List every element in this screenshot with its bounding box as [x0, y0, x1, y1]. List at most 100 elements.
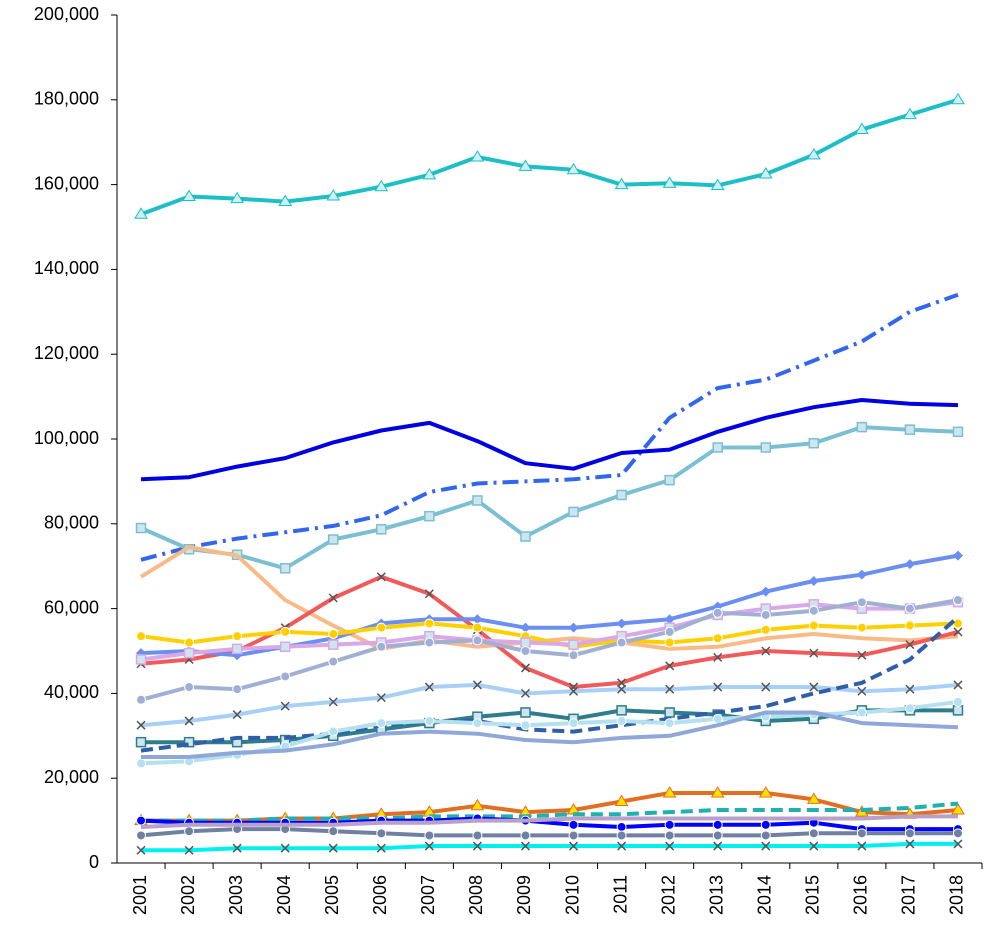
marker	[617, 841, 627, 851]
marker	[376, 622, 387, 633]
marker	[758, 167, 773, 179]
series-line	[140, 292, 959, 562]
marker	[758, 786, 773, 798]
marker	[710, 178, 725, 190]
marker	[136, 631, 147, 642]
marker	[952, 696, 963, 707]
series	[136, 696, 963, 769]
marker	[424, 510, 435, 522]
marker	[952, 550, 963, 561]
marker	[184, 637, 195, 648]
y-tick-label: 80,000	[44, 513, 99, 533]
marker	[664, 614, 675, 625]
marker	[854, 122, 869, 134]
marker	[136, 845, 146, 855]
marker	[279, 563, 291, 574]
marker	[664, 707, 675, 718]
marker	[664, 718, 675, 729]
marker	[952, 705, 964, 716]
y-tick-label: 40,000	[44, 682, 99, 702]
marker	[808, 576, 819, 587]
marker	[279, 641, 291, 653]
marker	[856, 421, 868, 433]
y-tick-label: 120,000	[34, 343, 99, 363]
series	[136, 839, 963, 855]
marker	[472, 680, 482, 690]
marker	[328, 697, 338, 707]
marker	[280, 671, 291, 682]
marker	[856, 707, 867, 718]
marker	[614, 794, 629, 807]
series-line	[140, 827, 958, 838]
marker	[520, 531, 531, 542]
marker	[520, 841, 531, 851]
x-tick-label: 2007	[418, 875, 438, 915]
y-tick-label: 200,000	[34, 4, 99, 24]
marker	[520, 637, 531, 648]
marker	[712, 830, 723, 841]
y-tick-label: 60,000	[44, 597, 99, 617]
marker	[136, 694, 147, 705]
series	[140, 814, 958, 829]
marker	[520, 707, 531, 718]
marker	[808, 605, 819, 616]
marker	[136, 758, 147, 769]
marker	[904, 703, 915, 714]
marker	[520, 646, 531, 656]
marker	[664, 830, 675, 841]
marker	[904, 559, 915, 570]
marker	[568, 830, 579, 841]
marker	[472, 830, 483, 841]
x-tick-label: 2009	[514, 875, 534, 915]
marker	[616, 821, 627, 832]
marker	[616, 705, 627, 716]
marker	[904, 620, 915, 631]
series-line	[140, 425, 959, 571]
marker	[713, 841, 723, 851]
marker	[951, 92, 965, 105]
marker	[520, 720, 531, 731]
marker	[568, 622, 579, 633]
marker	[761, 646, 771, 656]
marker	[472, 495, 483, 506]
marker	[614, 177, 629, 190]
marker	[760, 819, 771, 830]
marker	[905, 640, 915, 650]
series	[134, 92, 965, 219]
marker	[760, 830, 771, 841]
series	[141, 710, 959, 759]
marker	[280, 701, 290, 711]
marker	[951, 803, 965, 815]
marker	[472, 622, 483, 633]
marker	[806, 147, 821, 160]
marker	[424, 618, 435, 629]
marker	[665, 841, 675, 851]
marker	[616, 637, 627, 648]
y-tick-label: 100,000	[34, 428, 99, 448]
marker	[662, 786, 677, 798]
marker	[184, 716, 194, 726]
marker	[231, 643, 243, 655]
marker	[472, 841, 482, 851]
marker	[808, 620, 819, 631]
marker	[568, 819, 579, 830]
marker	[808, 437, 820, 449]
series-line	[141, 708, 958, 745]
marker	[424, 841, 434, 851]
series-line	[141, 801, 959, 823]
x-tick-label: 2010	[562, 875, 582, 915]
marker	[135, 522, 147, 534]
series	[140, 615, 960, 753]
series-line	[141, 710, 959, 759]
marker	[566, 162, 581, 175]
marker	[472, 614, 483, 625]
x-tick-label: 2006	[370, 875, 390, 915]
x-tick-label: 2008	[466, 875, 486, 915]
marker	[904, 828, 915, 839]
marker	[665, 661, 675, 671]
marker	[952, 828, 963, 839]
marker	[328, 639, 339, 650]
marker	[184, 845, 194, 855]
marker	[905, 684, 915, 694]
series-line	[140, 814, 958, 829]
